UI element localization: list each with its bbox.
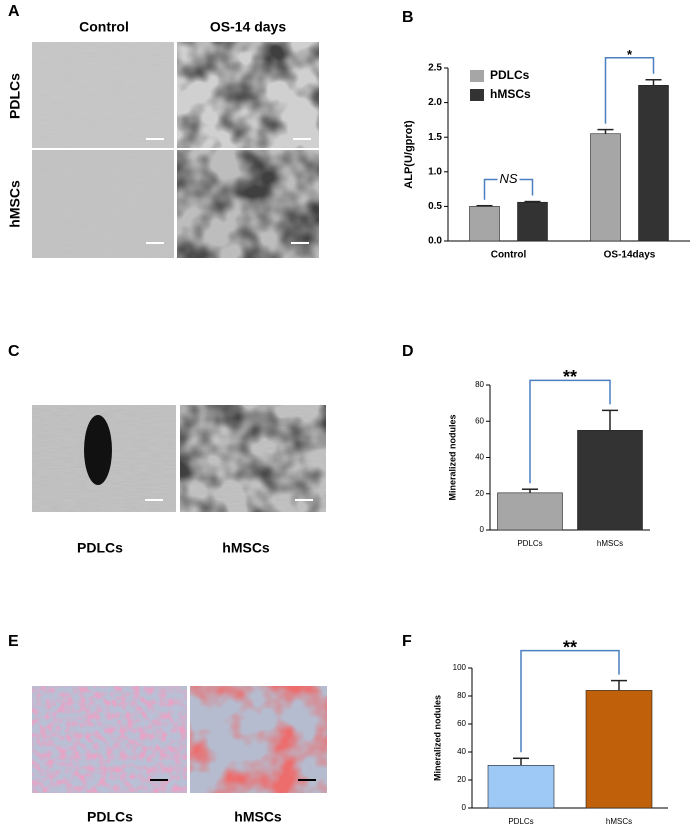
panel-letter: F (402, 633, 412, 650)
error-bar (611, 679, 627, 691)
x-tick-label: hMSCs (597, 539, 623, 548)
panel-letter: B (402, 9, 414, 26)
legend-label: PDLCs (490, 68, 530, 82)
error-bar (513, 757, 529, 766)
column-label: Control (79, 19, 129, 35)
y-axis-label: Mineralized nodules (447, 414, 457, 500)
y-axis-label: ALP(U/gprot) (403, 120, 415, 189)
bar (497, 492, 563, 531)
column-label: OS-14 days (210, 19, 286, 35)
panel-letter: A (8, 3, 20, 20)
y-tick-label: 20 (475, 489, 484, 498)
y-tick-label: 1.0 (428, 166, 442, 177)
annotation: ** (563, 367, 577, 387)
y-tick-label: 20 (457, 775, 466, 784)
bar (585, 690, 653, 809)
y-tick-label: 0.0 (428, 236, 442, 247)
micrograph (32, 42, 319, 258)
error-bar (597, 128, 614, 134)
panel-letter: C (8, 343, 20, 360)
micrograph (32, 405, 326, 512)
y-tick-label: 100 (453, 663, 467, 672)
y-tick-label: 60 (475, 416, 484, 425)
bar (487, 764, 555, 809)
bar (577, 430, 643, 531)
y-tick-label: 80 (475, 380, 484, 389)
row-label: PDLCs (7, 73, 23, 119)
x-tick-label: OS-14days (604, 250, 656, 261)
error-bar (645, 79, 662, 86)
y-tick-label: 0.5 (428, 201, 442, 212)
panel-letter: D (402, 343, 414, 360)
significance-bracket (604, 57, 655, 124)
y-tick-label: 40 (457, 747, 466, 756)
bar (638, 85, 669, 242)
y-tick-label: 80 (457, 691, 466, 700)
image-label: hMSCs (222, 540, 270, 556)
panel-letter: E (8, 633, 19, 650)
y-tick-label: 40 (475, 453, 484, 462)
legend-swatch (470, 89, 484, 101)
annotation: NS (499, 171, 517, 186)
error-bar (524, 200, 541, 203)
micrograph (32, 686, 327, 793)
y-tick-label: 2.5 (428, 63, 442, 74)
image-label: PDLCs (77, 540, 123, 556)
error-bar (522, 488, 538, 493)
x-tick-label: PDLCs (508, 817, 533, 826)
row-label: hMSCs (7, 180, 23, 228)
x-tick-label: hMSCs (606, 817, 632, 826)
significance-bracket (520, 649, 620, 753)
annotation-bg (497, 172, 520, 187)
significance-bracket (529, 379, 611, 484)
annotation: ** (563, 637, 577, 657)
x-tick-label: Control (491, 250, 527, 261)
error-bar (476, 204, 493, 207)
legend-swatch (470, 70, 484, 82)
bar (469, 206, 500, 242)
image-label: hMSCs (234, 809, 282, 825)
legend-label: hMSCs (490, 87, 531, 101)
y-tick-label: 0 (462, 803, 467, 812)
y-tick-label: 2.0 (428, 97, 442, 108)
y-tick-label: 60 (457, 719, 466, 728)
y-tick-label: 0 (480, 525, 485, 534)
image-label: PDLCs (87, 809, 133, 825)
y-tick-label: 1.5 (428, 132, 442, 143)
y-axis-label: Mineralized nodules (432, 695, 442, 781)
x-tick-label: PDLCs (517, 539, 542, 548)
error-bar (602, 409, 618, 431)
bar (517, 201, 548, 242)
bar (590, 133, 621, 242)
annotation: * (627, 47, 633, 62)
